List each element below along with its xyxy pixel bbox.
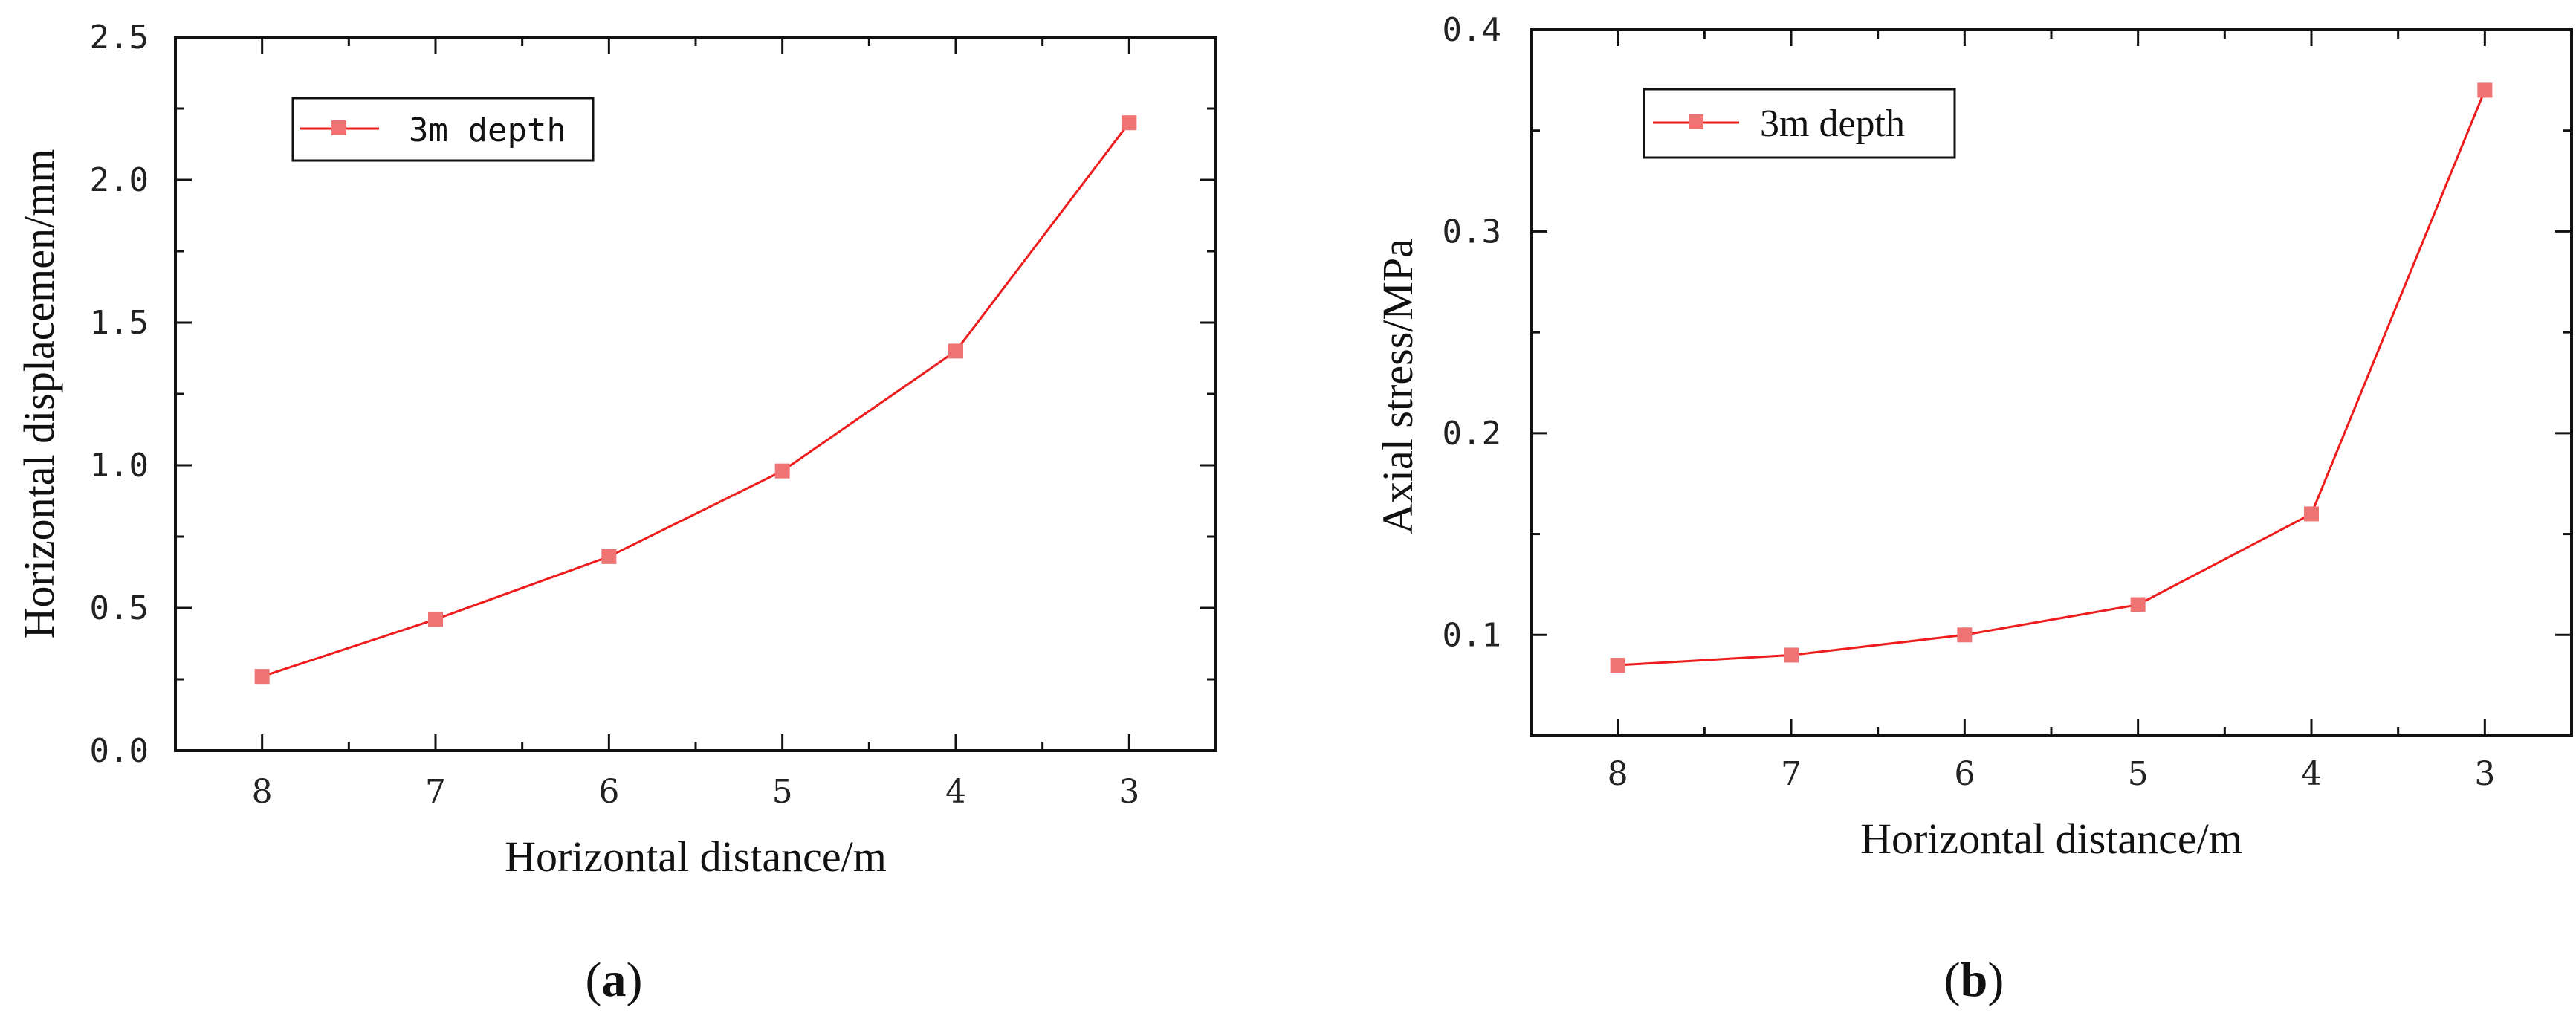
chart-a-data-point [774,463,790,479]
chart-b: 0.1 0.2 0.3 0.4 8 7 6 5 4 3 3m depth Horizontal … [1373,11,2573,1007]
chart-a-y-tick-label: 0.0 [90,732,149,770]
chart-b-legend-label: 3m depth [1760,103,1905,145]
chart-a-data-point [1122,115,1137,131]
chart-a-y-tick-label: 1.0 [90,447,149,485]
chart-a-y-tick-label: 0.5 [90,589,149,627]
chart-a-x-tick-label: 5 [772,773,793,811]
chart-b-x-tick-label: 8 [1608,755,1628,793]
chart-b-x-tick-label: 3 [2474,755,2495,793]
chart-b-data-point [2304,506,2319,522]
chart-b-y-tick-label: 0.4 [1443,11,1501,49]
chart-a-panel-label: (a) [586,953,643,1007]
chart-b-x-tick-label: 4 [2301,755,2322,793]
chart-a: 0.0 0.5 1.0 1.5 2.0 2.5 8 7 6 5 4 3 3m depth Horiz… [15,19,1217,1007]
chart-b-y-tick-label: 0.1 [1443,616,1501,654]
chart-a-x-tick-label: 3 [1119,773,1139,811]
chart-a-y-tick-label: 2.0 [90,161,149,199]
chart-a-y-axis-title: Horizontal displacemen/mm [15,149,63,639]
chart-b-x-axis-title: Horizontal distance/m [1860,815,2242,863]
chart-a-legend: 3m depth [291,97,595,162]
chart-a-legend-label: 3m depth [409,111,566,149]
chart-a-x-axis-title: Horizontal distance/m [505,832,887,881]
chart-b-panel-label: (b) [1944,953,2004,1007]
chart-b-data-point [1957,627,1973,643]
chart-a-y-tick-label: 2.5 [90,19,149,56]
chart-a-y-tick-label: 1.5 [90,304,149,342]
chart-b-y-tick-label: 0.3 [1443,213,1501,250]
chart-a-x-tick-label: 8 [252,773,273,811]
chart-a-legend-marker [331,120,346,135]
chart-b-data-point [2130,597,2146,612]
chart-a-data-point [428,612,443,627]
chart-b-data-point [1610,658,1625,673]
chart-a-data-point [254,669,270,685]
chart-a-x-tick-label: 7 [425,773,446,811]
chart-a-x-tick-label: 4 [945,773,966,811]
chart-a-data-point [948,343,963,359]
chart-b-y-axis-title: Axial stress/MPa [1373,239,1422,534]
chart-b-legend-marker [1689,114,1703,129]
chart-a-data-point [601,549,617,564]
chart-b-x-tick-label: 5 [2128,755,2149,793]
chart-b-x-tick-label: 6 [1954,755,1975,793]
chart-b-y-tick-label: 0.2 [1443,415,1501,453]
chart-a-x-tick-label: 6 [598,773,619,811]
chart-b-x-tick-label: 7 [1781,755,1802,793]
chart-b-series-line [1617,89,2486,667]
chart-b-legend: 3m depth [1643,88,1956,159]
chart-b-data-point [1784,647,1799,663]
chart-b-legend-box [1643,88,1956,159]
chart-b-data-point [2477,82,2493,98]
chart-a-series-line [262,122,1130,678]
